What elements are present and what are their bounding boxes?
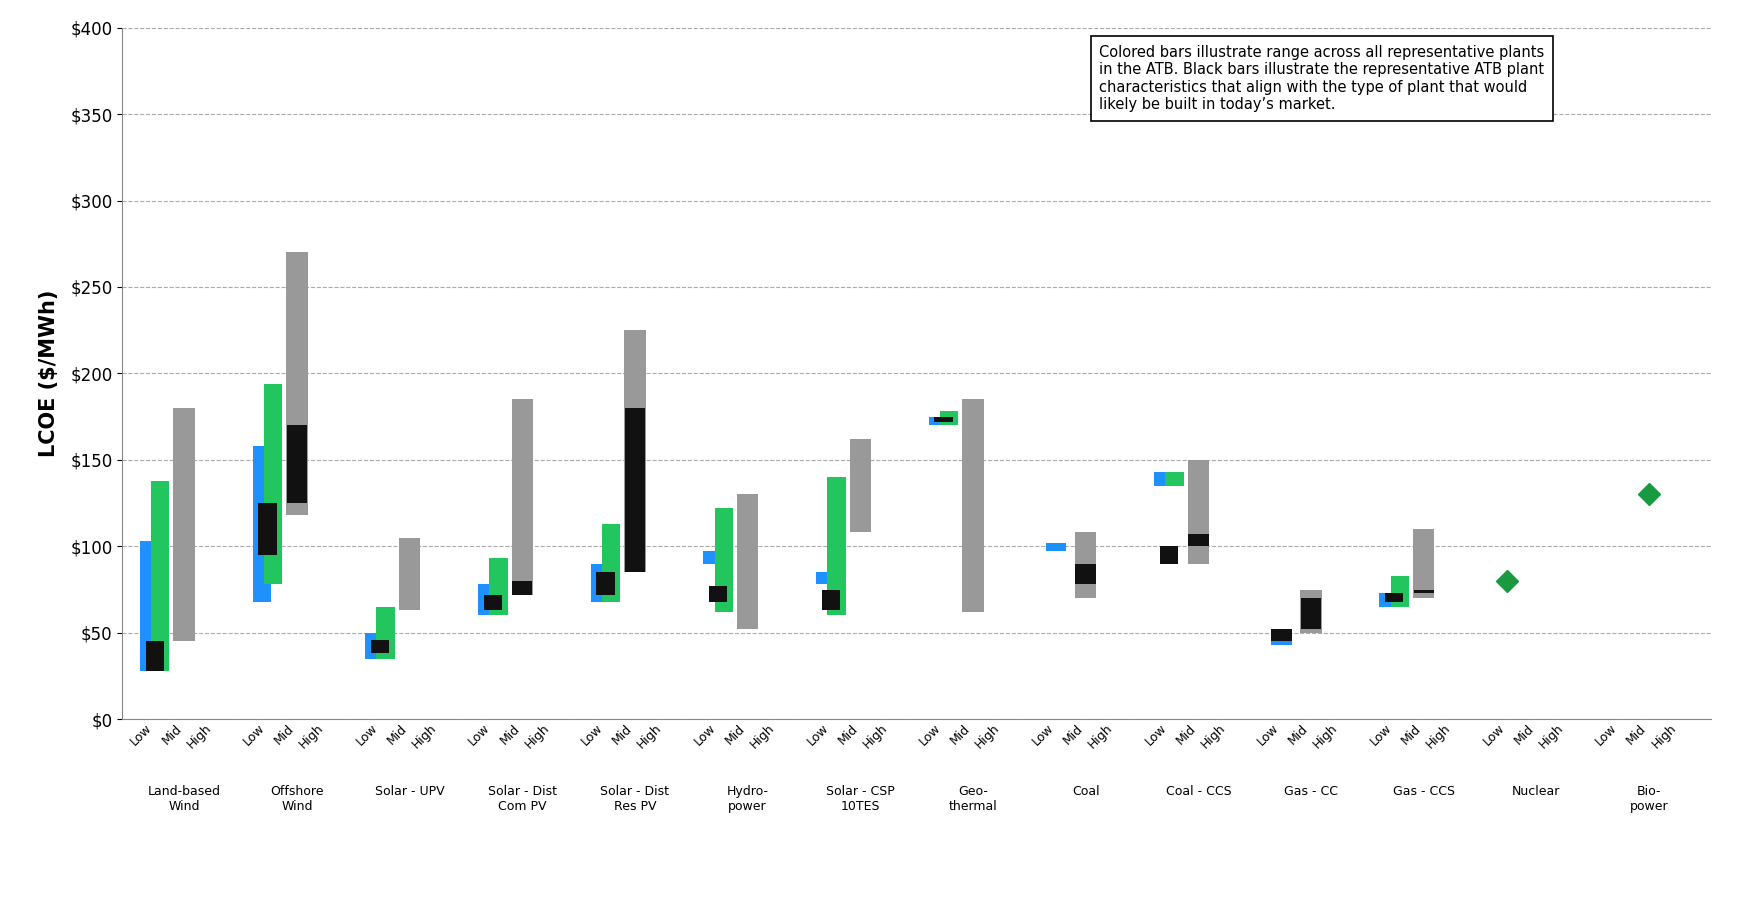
Bar xyxy=(1385,593,1404,602)
Bar xyxy=(595,573,615,595)
Bar xyxy=(850,439,871,533)
Bar xyxy=(934,417,953,422)
Bar xyxy=(1390,575,1409,607)
Bar xyxy=(286,253,307,515)
Bar xyxy=(815,573,835,585)
Bar xyxy=(1379,593,1399,607)
Bar xyxy=(602,524,620,602)
Bar xyxy=(1271,638,1292,644)
Text: Offshore
Wind: Offshore Wind xyxy=(271,785,323,813)
Bar xyxy=(625,408,644,573)
Bar xyxy=(828,478,845,616)
Text: Solar - Dist
Com PV: Solar - Dist Com PV xyxy=(487,785,557,813)
Bar xyxy=(258,503,276,555)
Text: Solar - UPV: Solar - UPV xyxy=(375,785,445,798)
Bar xyxy=(590,563,609,602)
Bar xyxy=(152,480,169,671)
Bar xyxy=(145,642,164,671)
Bar xyxy=(1413,529,1435,598)
Bar xyxy=(737,494,758,630)
Text: Gas - CC: Gas - CC xyxy=(1283,785,1337,798)
Text: Land-based
Wind: Land-based Wind xyxy=(148,785,220,813)
Bar xyxy=(286,425,307,503)
Bar xyxy=(1165,472,1184,486)
Bar xyxy=(1301,589,1322,632)
Bar xyxy=(822,589,840,610)
Text: Bio-
power: Bio- power xyxy=(1629,785,1669,813)
Bar xyxy=(1154,472,1172,486)
Text: Hydro-
power: Hydro- power xyxy=(726,785,768,813)
Bar xyxy=(1414,589,1433,593)
Text: Solar - Dist
Res PV: Solar - Dist Res PV xyxy=(601,785,669,813)
Bar xyxy=(264,384,283,585)
Bar xyxy=(714,508,733,612)
Bar xyxy=(377,607,395,658)
Text: Colored bars illustrate range across all representative plants
in the ATB. Black: Colored bars illustrate range across all… xyxy=(1100,45,1545,112)
Bar xyxy=(1076,563,1096,585)
Bar xyxy=(512,581,533,595)
Bar xyxy=(929,417,946,425)
Bar xyxy=(939,411,959,425)
Bar xyxy=(489,559,508,616)
Text: Coal: Coal xyxy=(1072,785,1100,798)
Bar xyxy=(398,538,421,610)
Y-axis label: LCOE ($/MWh): LCOE ($/MWh) xyxy=(38,290,59,457)
Bar xyxy=(253,446,271,602)
Bar xyxy=(1189,534,1208,546)
Bar xyxy=(365,632,384,658)
Bar xyxy=(625,330,646,573)
Bar xyxy=(1046,543,1067,551)
Bar xyxy=(709,586,728,602)
Text: Nuclear: Nuclear xyxy=(1512,785,1561,798)
Bar xyxy=(1076,533,1096,598)
Text: Gas - CCS: Gas - CCS xyxy=(1393,785,1454,798)
Text: Coal - CCS: Coal - CCS xyxy=(1166,785,1231,798)
Bar xyxy=(1271,630,1292,642)
Bar xyxy=(484,595,501,610)
Bar xyxy=(1301,598,1322,630)
Bar xyxy=(140,541,159,671)
Bar xyxy=(1159,546,1179,563)
Bar xyxy=(704,551,721,563)
Text: Geo-
thermal: Geo- thermal xyxy=(948,785,997,813)
Bar xyxy=(173,408,196,642)
Bar xyxy=(962,399,983,612)
Bar xyxy=(512,399,533,595)
Text: Solar - CSP
10TES: Solar - CSP 10TES xyxy=(826,785,894,813)
Bar xyxy=(478,585,496,616)
Bar xyxy=(370,640,389,654)
Bar xyxy=(1187,460,1208,563)
